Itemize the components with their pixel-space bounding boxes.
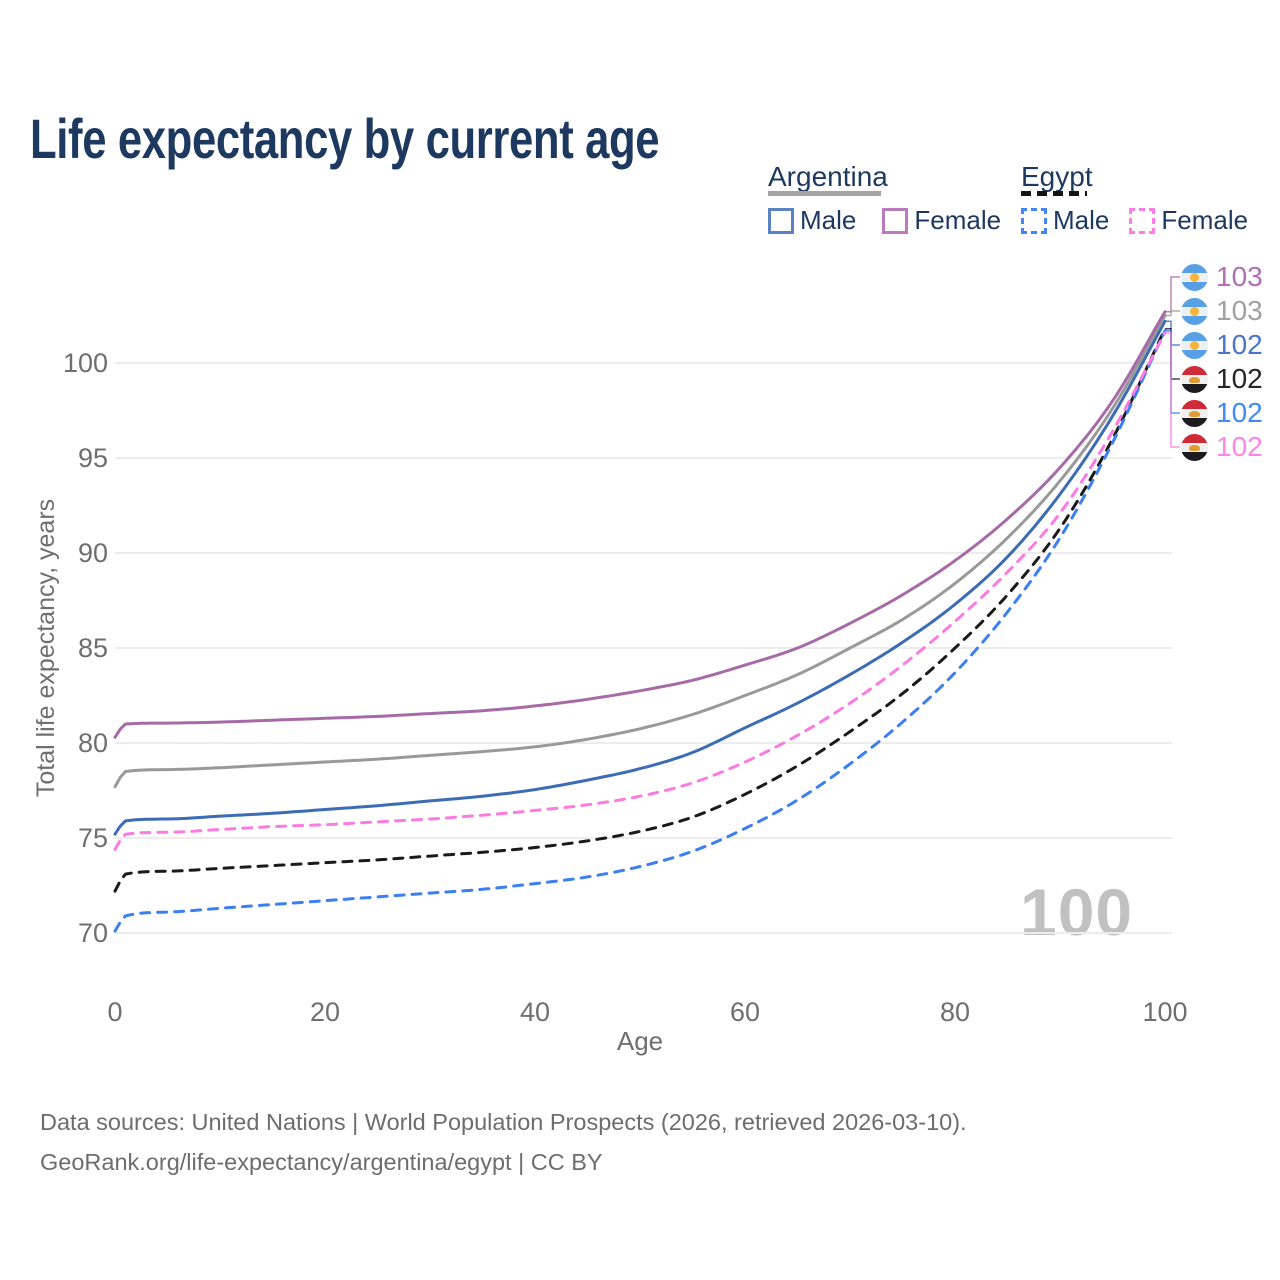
y-tick-85: 85 — [77, 633, 108, 663]
x-axis-title: Age — [616, 1026, 664, 1056]
footer-data-sources: Data sources: United Nations | World Pop… — [40, 1109, 967, 1135]
series-end-label-egypt-male[interactable]: 102 — [1181, 397, 1263, 428]
series-end-label-argentina-male[interactable]: 102 — [1181, 329, 1263, 360]
sun-of-may-icon — [1190, 306, 1199, 316]
footer-source-url[interactable]: GeoRank.org/life-expectancy/argentina/eg… — [40, 1149, 603, 1175]
end-label-connector — [1165, 329, 1180, 414]
x-tick-100: 100 — [1142, 997, 1188, 1027]
series-end-label-argentina[interactable]: 103 — [1181, 295, 1263, 326]
eagle-emblem-icon — [1189, 410, 1200, 417]
y-tick-80: 80 — [77, 728, 108, 758]
series-line-argentina[interactable] — [113, 314, 1167, 789]
series-end-label-argentina-female[interactable]: 103 — [1181, 261, 1263, 292]
legend-item-argentina-female[interactable]: Female — [882, 205, 1001, 236]
x-tick-80: 80 — [939, 997, 971, 1027]
series-end-label-egypt[interactable]: 102 — [1181, 363, 1263, 394]
x-tick-40: 40 — [519, 997, 551, 1027]
series-line-egypt[interactable] — [113, 327, 1167, 893]
y-tick-70: 70 — [77, 918, 108, 948]
y-tick-75: 75 — [77, 823, 108, 853]
series-end-value: 102 — [1216, 363, 1263, 394]
series-line-egypt-female[interactable] — [113, 331, 1167, 851]
series-end-value: 102 — [1216, 397, 1263, 428]
x-tick-20: 20 — [309, 997, 341, 1027]
series-end-value: 102 — [1216, 431, 1263, 462]
series-end-label-egypt-female[interactable]: 102 — [1181, 431, 1263, 462]
y-tick-100: 100 — [62, 348, 108, 378]
series-line-egypt-male[interactable] — [113, 329, 1167, 933]
legend-item-egypt-male[interactable]: Male — [1021, 205, 1109, 236]
y-tick-95: 95 — [77, 443, 108, 473]
page-title: Life expectancy by current age — [30, 107, 660, 170]
footer-note: Data sources: United Nations | World Pop… — [40, 1102, 967, 1182]
end-label-connector — [1165, 276, 1180, 313]
y-tick-90: 90 — [77, 538, 108, 568]
legend-egypt-underline — [1021, 191, 1087, 196]
legend-egypt-items: Male Female — [1021, 205, 1248, 236]
egypt-male-swatch-icon — [1021, 207, 1047, 234]
legend-item-label: Male — [800, 205, 857, 235]
series-end-value: 103 — [1216, 261, 1263, 292]
y-axis-title: Total life expectancy, years — [32, 498, 60, 798]
legend-group-egypt-label[interactable]: Egypt — [1021, 161, 1093, 192]
legend-item-label: Male — [1053, 205, 1110, 235]
sun-of-may-icon — [1190, 340, 1199, 350]
eagle-emblem-icon — [1189, 376, 1200, 383]
argentina-flag-icon — [1181, 263, 1208, 291]
argentina-male-swatch-icon — [768, 207, 794, 234]
legend-argentina-items: Male Female — [768, 205, 1001, 236]
legend-item-label: Female — [914, 205, 1002, 235]
argentina-flag-icon — [1181, 331, 1208, 359]
argentina-flag-icon — [1181, 297, 1208, 325]
argentina-female-swatch-icon — [882, 207, 909, 234]
series-end-value: 103 — [1216, 295, 1263, 326]
legend-argentina-underline — [768, 191, 881, 196]
end-label-connector — [1165, 310, 1180, 317]
age-watermark: 100 — [1020, 875, 1134, 949]
egypt-flag-icon — [1181, 399, 1208, 427]
series-end-value: 102 — [1216, 329, 1263, 360]
series-line-argentina-female[interactable] — [113, 310, 1167, 739]
end-label-connector — [1165, 328, 1180, 380]
series-line-argentina-male[interactable] — [113, 319, 1167, 836]
end-label-connector — [1165, 331, 1180, 448]
legend-group-argentina-label[interactable]: Argentina — [768, 161, 888, 192]
legend-item-argentina-male[interactable]: Male — [768, 205, 856, 236]
x-tick-0: 0 — [107, 997, 123, 1027]
legend-item-label: Female — [1161, 205, 1249, 235]
egypt-female-swatch-icon — [1129, 207, 1156, 234]
legend-item-egypt-female[interactable]: Female — [1129, 205, 1248, 236]
x-tick-60: 60 — [729, 997, 761, 1027]
eagle-emblem-icon — [1189, 444, 1200, 451]
egypt-flag-icon — [1181, 433, 1208, 461]
sun-of-may-icon — [1190, 272, 1199, 282]
egypt-flag-icon — [1181, 365, 1208, 393]
